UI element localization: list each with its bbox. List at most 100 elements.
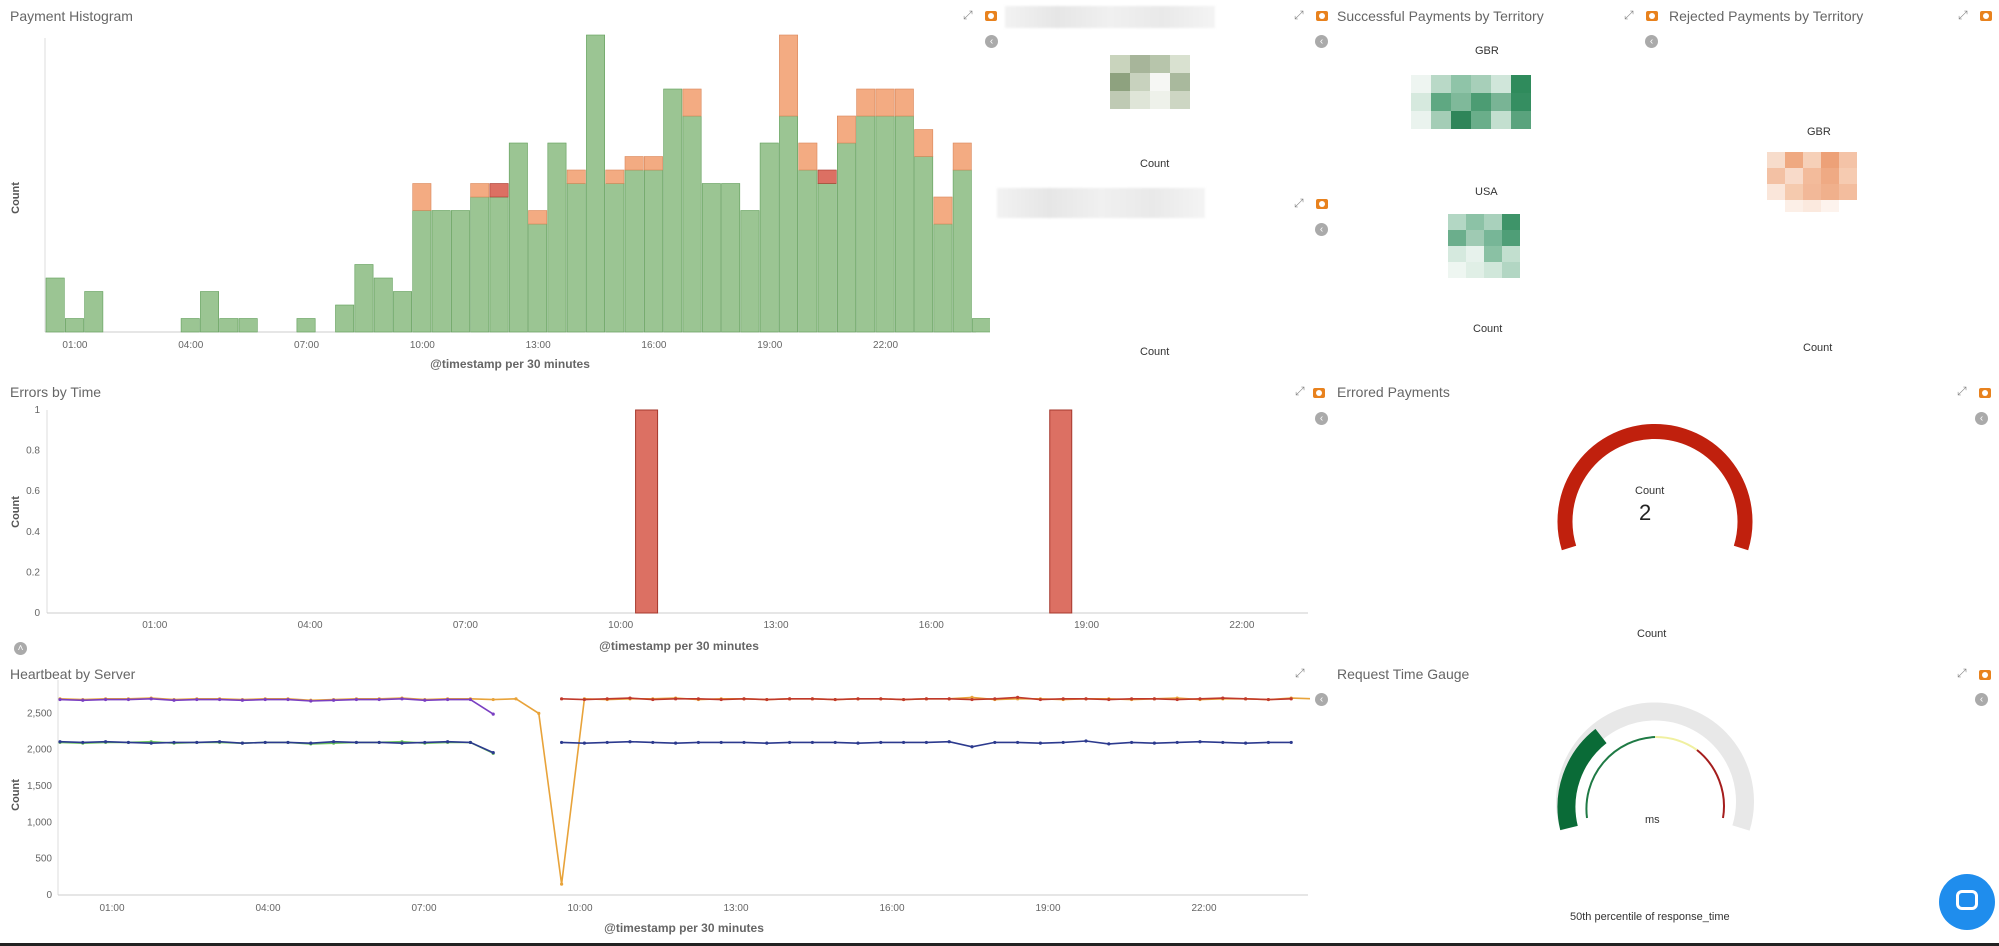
chat-launcher-icon[interactable]: [1939, 874, 1995, 930]
histogram-bar: [643, 156, 663, 171]
histogram-bar: [798, 169, 818, 333]
expand-icon[interactable]: ⤢: [1957, 384, 1967, 398]
histogram-bar: [65, 318, 84, 333]
back-icon[interactable]: ‹: [1975, 412, 1988, 425]
camera-icon[interactable]: [1979, 388, 1991, 398]
x-tick-label: 01:00: [62, 340, 87, 351]
camera-icon[interactable]: [1313, 388, 1325, 398]
x-tick-label: 13:00: [526, 340, 551, 351]
request-time-panel: ‹ ‹ Request Time Gauge ⤢ ms 50th percent…: [1315, 660, 1999, 946]
x-axis-label: @timestamp per 30 minutes: [599, 639, 759, 653]
count-label: Count: [1473, 323, 1503, 335]
heatmap-usa: [1448, 214, 1520, 278]
camera-icon[interactable]: [1316, 11, 1328, 21]
panel-title: Request Time Gauge: [1337, 666, 1470, 682]
back-icon[interactable]: ‹: [1315, 693, 1328, 706]
histogram-bar: [586, 34, 606, 333]
histogram-bar: [180, 318, 200, 333]
histogram-bar: [412, 210, 432, 333]
histogram-bar: [914, 156, 934, 333]
back-icon[interactable]: ‹: [1645, 35, 1658, 48]
y-tick-label: 2,500: [27, 708, 52, 719]
expand-icon[interactable]: ⤢: [1958, 8, 1968, 22]
payment-histogram-chart: Count 01:00 04:00 07:00 10:00 13:00 16:00 19:0…: [10, 34, 990, 371]
histogram-bar: [450, 210, 470, 333]
y-axis-label: Count: [10, 496, 22, 528]
histogram-bar: [914, 129, 934, 157]
y-axis-label: Count: [10, 182, 22, 214]
expand-icon[interactable]: ⤢: [963, 8, 973, 22]
back-icon[interactable]: ‹: [1975, 693, 1988, 706]
x-tick-label: 13:00: [763, 620, 788, 631]
histogram-bar: [354, 264, 374, 333]
x-tick-label: 10:00: [567, 903, 592, 914]
y-tick-label: 1: [34, 405, 40, 416]
histogram-bar: [624, 156, 644, 171]
gauge-label: Count: [1635, 485, 1665, 497]
blurred-subtitle: [997, 188, 1205, 218]
histogram-bar: [836, 142, 856, 333]
blurred-panel: ‹ ⤢ Count ⤢ Count: [985, 0, 1328, 370]
expand-icon[interactable]: ⤢: [1294, 196, 1304, 210]
x-tick-label: 19:00: [1074, 620, 1099, 631]
expand-icon[interactable]: ⤢: [1295, 384, 1305, 398]
camera-icon[interactable]: [1316, 199, 1328, 209]
histogram-bar: [566, 183, 586, 333]
heatmap-gbr: [1411, 75, 1531, 129]
histogram-bar: [817, 183, 837, 333]
heartbeat-line: [59, 697, 494, 715]
panel-title: Heartbeat by Server: [10, 666, 136, 682]
histogram-bar: [856, 88, 876, 117]
bottom-divider: [0, 943, 1999, 946]
y-tick-label: 0: [34, 608, 40, 619]
camera-icon[interactable]: [1980, 11, 1992, 21]
back-icon[interactable]: ‹: [1315, 35, 1328, 48]
histogram-bar: [200, 291, 219, 333]
histogram-bar: [624, 169, 644, 333]
expand-icon[interactable]: ⤢: [1957, 666, 1967, 680]
panel-title: Rejected Payments by Territory: [1669, 8, 1864, 24]
histogram-bar: [894, 88, 914, 117]
camera-icon[interactable]: [1646, 11, 1658, 21]
x-tick-label: 04:00: [255, 903, 280, 914]
expand-icon[interactable]: ⤢: [1624, 8, 1634, 22]
expand-icon[interactable]: ⤢: [1294, 8, 1304, 22]
y-tick-label: 2,000: [27, 745, 52, 756]
x-tick-label: 22:00: [1229, 620, 1254, 631]
unit-label: ms: [1645, 814, 1660, 826]
panel-title: Errors by Time: [10, 384, 102, 400]
histogram-bar: [779, 34, 799, 117]
camera-icon[interactable]: [1979, 670, 1991, 680]
camera-icon[interactable]: [985, 11, 997, 21]
footer-label: Count: [1637, 628, 1667, 640]
y-tick-label: 0.4: [26, 527, 40, 538]
back-icon[interactable]: ‹: [1315, 223, 1328, 236]
x-tick-label: 01:00: [99, 903, 124, 914]
collapse-icon[interactable]: ˄: [14, 642, 27, 655]
histogram-bar: [566, 169, 586, 184]
histogram-bar: [605, 183, 625, 333]
heartbeat-panel: Heartbeat by Server ⤢ Count 0 500 1,000 1,5…: [0, 660, 1320, 946]
rejected-payments-panel: ‹ Rejected Payments by Territory ⤢ GBR C…: [1645, 0, 1999, 370]
x-tick-label: 16:00: [879, 903, 904, 914]
expand-icon[interactable]: ⤢: [1295, 666, 1305, 680]
histogram-bar: [238, 318, 258, 333]
heartbeat-line: [59, 740, 1292, 754]
error-bar: [1049, 409, 1073, 614]
request-time-gauge: [1556, 702, 1754, 831]
histogram-bar: [894, 115, 914, 333]
x-tick-label: 22:00: [873, 340, 898, 351]
histogram-bar: [817, 169, 837, 184]
histogram-bar: [373, 277, 393, 333]
heartbeat-line: [561, 696, 1292, 701]
histogram-bar: [701, 183, 721, 333]
x-tick-label: 01:00: [142, 620, 167, 631]
errored-gauge: [1557, 424, 1753, 551]
histogram-bar: [875, 115, 895, 333]
errored-payments-panel: ‹ ‹ Errored Payments ⤢ Count 2 Count: [1315, 378, 1999, 648]
histogram-bar: [219, 318, 239, 333]
count-label-1: Count: [1140, 158, 1170, 170]
back-icon[interactable]: ‹: [1315, 412, 1328, 425]
panel-title: Errored Payments: [1337, 384, 1450, 400]
back-icon[interactable]: ‹: [985, 35, 998, 48]
